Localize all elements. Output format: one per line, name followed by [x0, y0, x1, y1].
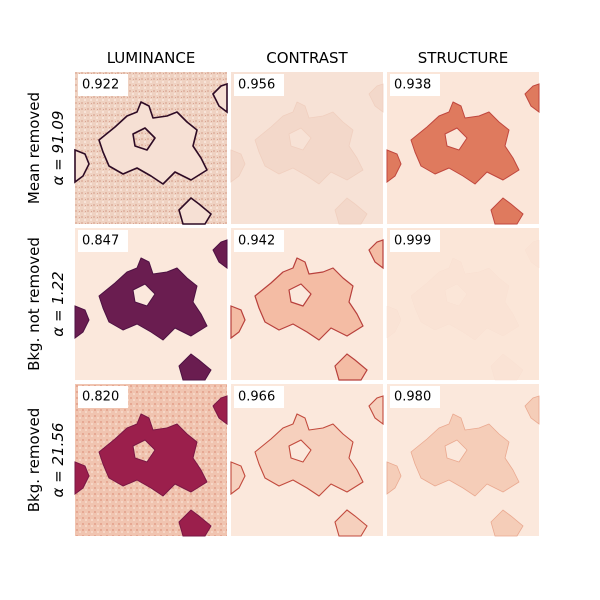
- row-label: Bkg. removed: [25, 408, 43, 513]
- image-panel: 0.980: [386, 384, 540, 537]
- score-label: 0.956: [238, 78, 275, 93]
- image-panel: 0.847: [74, 228, 228, 381]
- image-panel: 0.820: [74, 384, 228, 537]
- score-label: 0.966: [238, 390, 275, 405]
- row-alpha: α = 21.56: [49, 423, 67, 498]
- score-label: 0.922: [82, 78, 119, 93]
- image-panel: 0.922: [74, 72, 228, 225]
- column-title: CONTRAST: [266, 49, 348, 67]
- image-panel: 0.942: [230, 228, 384, 381]
- image-panel: 0.966: [230, 384, 384, 537]
- column-title: STRUCTURE: [418, 49, 509, 67]
- score-label: 0.847: [82, 234, 119, 249]
- score-label: 0.820: [82, 390, 119, 405]
- row-alpha: α = 91.09: [49, 111, 67, 186]
- row-alpha: α = 1.22: [49, 271, 67, 336]
- row-label: Mean removed: [25, 92, 43, 204]
- column-title: LUMINANCE: [107, 49, 196, 67]
- score-label: 0.999: [394, 234, 431, 249]
- score-label: 0.980: [394, 390, 431, 405]
- image-panel: 0.956: [230, 72, 384, 225]
- score-label: 0.942: [238, 234, 275, 249]
- row-label: Bkg. not removed: [25, 237, 43, 371]
- score-label: 0.938: [394, 78, 431, 93]
- image-panel: 0.999: [386, 228, 540, 381]
- image-panel: 0.938: [386, 72, 540, 225]
